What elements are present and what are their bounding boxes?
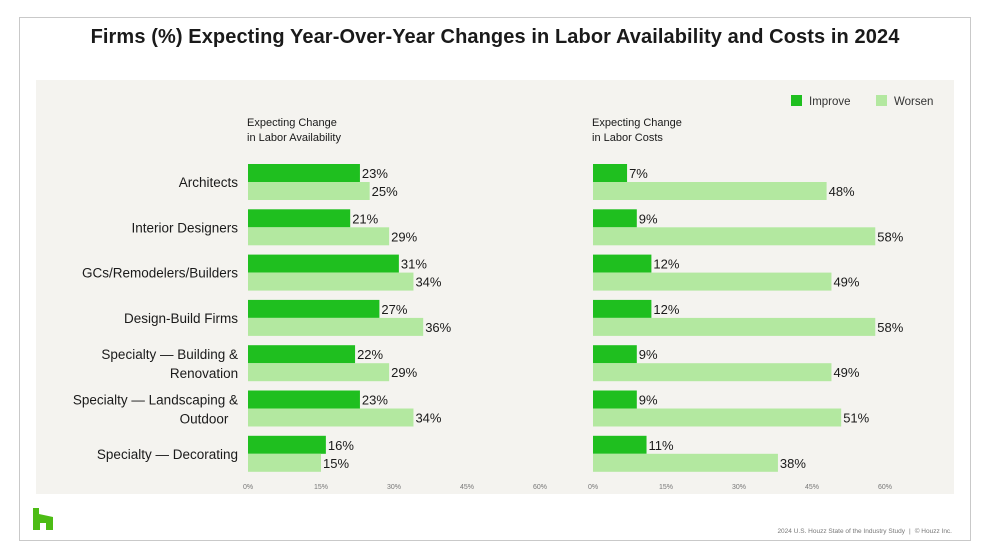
footer-credit: 2024 U.S. Houzz State of the Industry St… xyxy=(777,528,952,535)
panel-subtitle: in Labor Costs xyxy=(592,132,663,144)
bar-worsen xyxy=(248,272,414,291)
bar-improve xyxy=(593,390,637,409)
bar-improve xyxy=(248,390,360,409)
data-label: 23% xyxy=(362,166,388,181)
bar-worsen xyxy=(593,272,832,291)
houzz-logo-icon xyxy=(33,508,53,530)
bar-improve xyxy=(593,435,647,454)
data-label: 25% xyxy=(372,184,398,199)
bar-worsen xyxy=(593,227,876,246)
data-label: 38% xyxy=(780,456,806,471)
bar-improve xyxy=(593,164,628,182)
x-tick-label: 30% xyxy=(387,484,401,491)
bar-chart: Improve Worsen Architects Interior Designer… xyxy=(73,95,933,491)
chart-panel: Improve Worsen Architects Interior Designer… xyxy=(36,80,954,494)
data-label: 36% xyxy=(425,320,451,335)
bar-worsen xyxy=(248,363,390,382)
x-tick-label: 30% xyxy=(732,484,746,491)
bar-improve xyxy=(593,345,637,364)
data-label: 9% xyxy=(639,393,658,408)
category-label: Specialty — Landscaping & xyxy=(73,393,238,408)
x-tick-label: 60% xyxy=(533,484,547,491)
bar-worsen xyxy=(248,453,321,472)
data-label: 48% xyxy=(829,184,855,199)
panel-subtitle: Expecting Change xyxy=(592,117,682,129)
x-tick-label: 15% xyxy=(659,484,673,491)
category-label: Architects xyxy=(179,175,239,190)
x-tick-label: 0% xyxy=(588,484,598,491)
data-label: 12% xyxy=(653,257,679,272)
x-tick-label: 0% xyxy=(243,484,253,491)
footer-source: 2024 U.S. Houzz State of the Industry St… xyxy=(777,528,905,535)
footer-copyright: © Houzz Inc. xyxy=(914,528,952,535)
panel-subtitle: Expecting Change xyxy=(247,117,337,129)
category-label: Interior Designers xyxy=(131,220,238,235)
bar-worsen xyxy=(593,317,876,336)
category-label: GCs/Remodelers/Builders xyxy=(82,266,238,281)
data-label: 16% xyxy=(328,438,354,453)
legend-label-worsen: Worsen xyxy=(894,96,933,108)
data-label: 34% xyxy=(415,275,441,290)
data-label: 12% xyxy=(653,302,679,317)
legend-swatch-improve xyxy=(791,95,802,106)
data-label: 21% xyxy=(352,211,378,226)
x-tick-label: 60% xyxy=(878,484,892,491)
data-label: 7% xyxy=(629,166,648,181)
bar-worsen xyxy=(593,453,778,472)
data-label: 49% xyxy=(833,365,859,380)
bar-improve xyxy=(248,209,351,228)
bar-worsen xyxy=(248,408,414,427)
data-label: 22% xyxy=(357,347,383,362)
data-label: 49% xyxy=(833,275,859,290)
data-label: 29% xyxy=(391,229,417,244)
bar-worsen xyxy=(248,317,424,336)
bar-worsen xyxy=(593,363,832,382)
data-label: 9% xyxy=(639,347,658,362)
bar-worsen xyxy=(593,408,842,427)
data-label: 11% xyxy=(649,438,674,453)
chart-title: Firms (%) Expecting Year-Over-Year Chang… xyxy=(90,26,900,48)
bar-improve xyxy=(593,299,652,318)
bar-improve xyxy=(248,435,326,454)
footer-separator: | xyxy=(908,528,911,535)
x-tick-label: 15% xyxy=(314,484,328,491)
bar-improve xyxy=(248,345,356,364)
bar-worsen xyxy=(248,182,370,200)
bar-worsen xyxy=(593,182,827,200)
bar-improve xyxy=(248,299,380,318)
bar-improve xyxy=(248,254,399,273)
data-label: 29% xyxy=(391,365,417,380)
data-label: 34% xyxy=(415,411,441,426)
data-label: 58% xyxy=(877,229,903,244)
category-label: Renovation xyxy=(170,366,238,381)
data-label: 31% xyxy=(401,257,427,272)
legend-label-improve: Improve xyxy=(809,96,851,108)
bar-worsen xyxy=(248,227,390,246)
panel-subtitle: in Labor Availability xyxy=(247,132,341,144)
category-label: Specialty — Decorating xyxy=(97,447,238,462)
bar-improve xyxy=(248,164,360,182)
data-label: 15% xyxy=(323,456,349,471)
data-label: 23% xyxy=(362,393,388,408)
data-label: 51% xyxy=(843,411,869,426)
x-tick-label: 45% xyxy=(460,484,474,491)
data-label: 27% xyxy=(381,302,407,317)
x-tick-label: 45% xyxy=(805,484,819,491)
category-label: Specialty — Building & xyxy=(101,347,238,362)
category-label: Design-Build Firms xyxy=(124,311,238,326)
bar-improve xyxy=(593,254,652,273)
legend-swatch-worsen xyxy=(876,95,887,106)
bar-improve xyxy=(593,209,637,228)
data-label: 9% xyxy=(639,211,658,226)
category-label: Outdoor xyxy=(180,412,229,427)
data-label: 58% xyxy=(877,320,903,335)
